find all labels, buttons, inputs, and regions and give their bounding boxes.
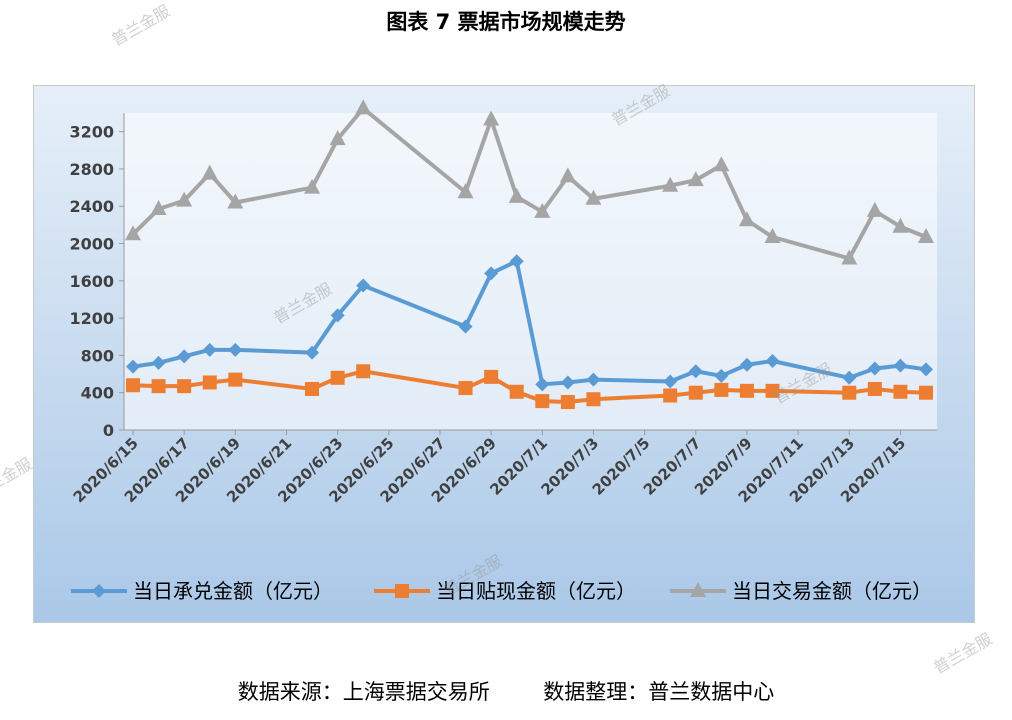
data-point-3 <box>764 228 781 244</box>
data-point-3 <box>892 217 909 233</box>
data-point-3 <box>662 176 679 192</box>
data-point-1 <box>739 357 754 372</box>
line-chart: 04008001200160020002400280032002020/6/15… <box>69 99 937 603</box>
data-point-3 <box>227 193 244 209</box>
data-point-3 <box>125 225 141 241</box>
legend-label-2: 当日贴现金额（亿元） <box>436 579 636 603</box>
data-point-2 <box>356 364 371 379</box>
data-point-1 <box>586 372 601 387</box>
data-point-3 <box>176 191 193 207</box>
data-point-2 <box>560 395 575 410</box>
data-point-2 <box>330 370 345 385</box>
data-point-3 <box>329 130 346 146</box>
data-point-3 <box>738 211 755 227</box>
data-point-1 <box>305 345 320 360</box>
data-point-2 <box>842 385 857 400</box>
data-point-2 <box>509 384 524 399</box>
data-point-1 <box>765 354 780 369</box>
data-point-2 <box>663 388 678 403</box>
data-point-3 <box>508 187 525 203</box>
y-tick-label: 2000 <box>69 235 114 254</box>
data-point-1 <box>484 266 499 281</box>
source-note: 数据来源：上海票据交易所 数据整理：普兰数据中心 <box>237 680 775 704</box>
data-point-2 <box>688 385 703 400</box>
data-point-2 <box>765 383 780 398</box>
y-tick-label: 800 <box>81 346 114 365</box>
data-point-3 <box>841 249 858 265</box>
legend-marker-3 <box>690 582 706 597</box>
data-point-3 <box>201 164 218 180</box>
data-point-2 <box>893 384 908 399</box>
chart-area: 0 400 800 1200 1600 2000 2400 2800 3200 2020/6/15… <box>33 85 975 623</box>
data-point-1 <box>688 364 703 379</box>
y-tick-label: 0 <box>103 421 114 440</box>
legend-label-1: 当日承兑金额（亿元） <box>133 579 333 603</box>
data-point-1 <box>560 375 575 390</box>
chart-title: 图表 7 票据市场规模走势 <box>386 10 626 34</box>
data-point-3 <box>713 156 730 172</box>
y-tick-label: 1200 <box>69 309 114 328</box>
data-point-1 <box>356 278 371 293</box>
data-point-2 <box>126 378 140 393</box>
legend-marker-1 <box>92 584 106 598</box>
data-point-3 <box>483 110 500 126</box>
data-point-2 <box>228 372 243 387</box>
data-point-1 <box>663 374 678 389</box>
data-point-2 <box>714 382 729 397</box>
data-point-1 <box>919 362 933 377</box>
watermark: 普兰金服 <box>0 454 36 503</box>
y-tick-label: 400 <box>81 384 114 403</box>
data-point-3 <box>585 189 602 205</box>
data-point-3 <box>304 178 321 194</box>
data-point-1 <box>330 308 345 323</box>
legend-marker-2 <box>395 584 409 598</box>
data-point-2 <box>739 383 754 398</box>
data-point-3 <box>457 183 474 199</box>
data-point-1 <box>202 342 217 357</box>
y-tick-label: 2400 <box>69 197 114 216</box>
data-point-2 <box>919 385 933 400</box>
data-point-3 <box>355 99 372 115</box>
watermark: 普兰金服 <box>930 629 996 678</box>
data-point-3 <box>534 202 551 218</box>
data-point-2 <box>867 381 882 396</box>
y-tick-label: 1600 <box>69 272 114 291</box>
data-point-2 <box>458 381 473 396</box>
plot-area <box>124 113 937 430</box>
data-point-2 <box>535 394 550 409</box>
data-point-1 <box>458 319 473 334</box>
data-point-1 <box>177 349 192 364</box>
data-point-1 <box>509 254 524 269</box>
data-point-1 <box>842 370 857 385</box>
data-point-1 <box>228 342 243 357</box>
data-point-1 <box>714 368 729 383</box>
data-point-2 <box>586 392 601 407</box>
data-point-1 <box>151 355 166 370</box>
data-point-2 <box>484 369 499 384</box>
data-point-3 <box>559 167 576 183</box>
data-point-3 <box>687 171 704 187</box>
data-point-3 <box>866 201 883 217</box>
data-point-3 <box>150 200 167 216</box>
data-point-3 <box>918 228 934 244</box>
y-tick-label: 2800 <box>69 160 114 179</box>
data-point-1 <box>893 358 908 373</box>
y-tick-label: 3200 <box>69 123 114 142</box>
data-point-1 <box>535 377 550 392</box>
data-point-1 <box>126 359 140 374</box>
data-point-2 <box>202 375 217 390</box>
data-point-2 <box>151 379 166 394</box>
data-point-2 <box>177 379 192 394</box>
data-point-1 <box>867 361 882 376</box>
legend-label-3: 当日交易金额（亿元） <box>732 579 932 603</box>
data-point-2 <box>305 381 320 396</box>
